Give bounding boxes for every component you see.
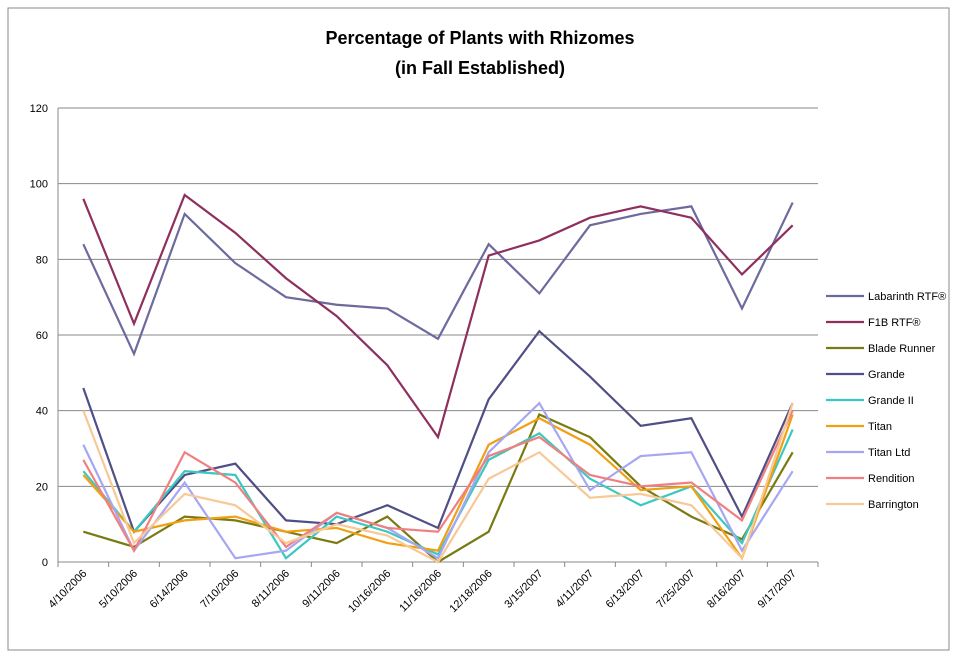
- y-tick-label: 80: [36, 254, 48, 266]
- y-tick-label: 20: [36, 481, 48, 493]
- legend-label: Rendition: [868, 473, 914, 485]
- y-tick-label: 120: [30, 103, 48, 115]
- legend-label: Titan: [868, 421, 892, 433]
- chart-subtitle: (in Fall Established): [395, 58, 565, 78]
- legend-label: Blade Runner: [868, 343, 936, 355]
- legend-label: Grande II: [868, 395, 914, 407]
- chart-border: [7, 7, 950, 651]
- y-tick-label: 40: [36, 406, 48, 418]
- series-line: [82, 402, 794, 564]
- legend-label: Labarinth RTF®: [868, 291, 946, 303]
- legend-label: Titan Ltd: [868, 447, 910, 459]
- y-tick-label: 60: [36, 330, 48, 342]
- series-line: [82, 410, 794, 553]
- series-line: [82, 329, 794, 534]
- series-line: [82, 401, 794, 560]
- y-tick-label: 100: [30, 179, 48, 191]
- legend-label: F1B RTF®: [868, 317, 921, 329]
- series-line: [82, 429, 794, 560]
- y-tick-label: 0: [42, 557, 48, 569]
- chart-title: Percentage of Plants with Rhizomes: [325, 28, 634, 48]
- legend-label: Grande: [868, 369, 905, 381]
- series-line: [82, 414, 794, 561]
- legend-label: Barrington: [868, 499, 919, 511]
- series-line: [82, 202, 794, 357]
- series-line: [82, 193, 794, 440]
